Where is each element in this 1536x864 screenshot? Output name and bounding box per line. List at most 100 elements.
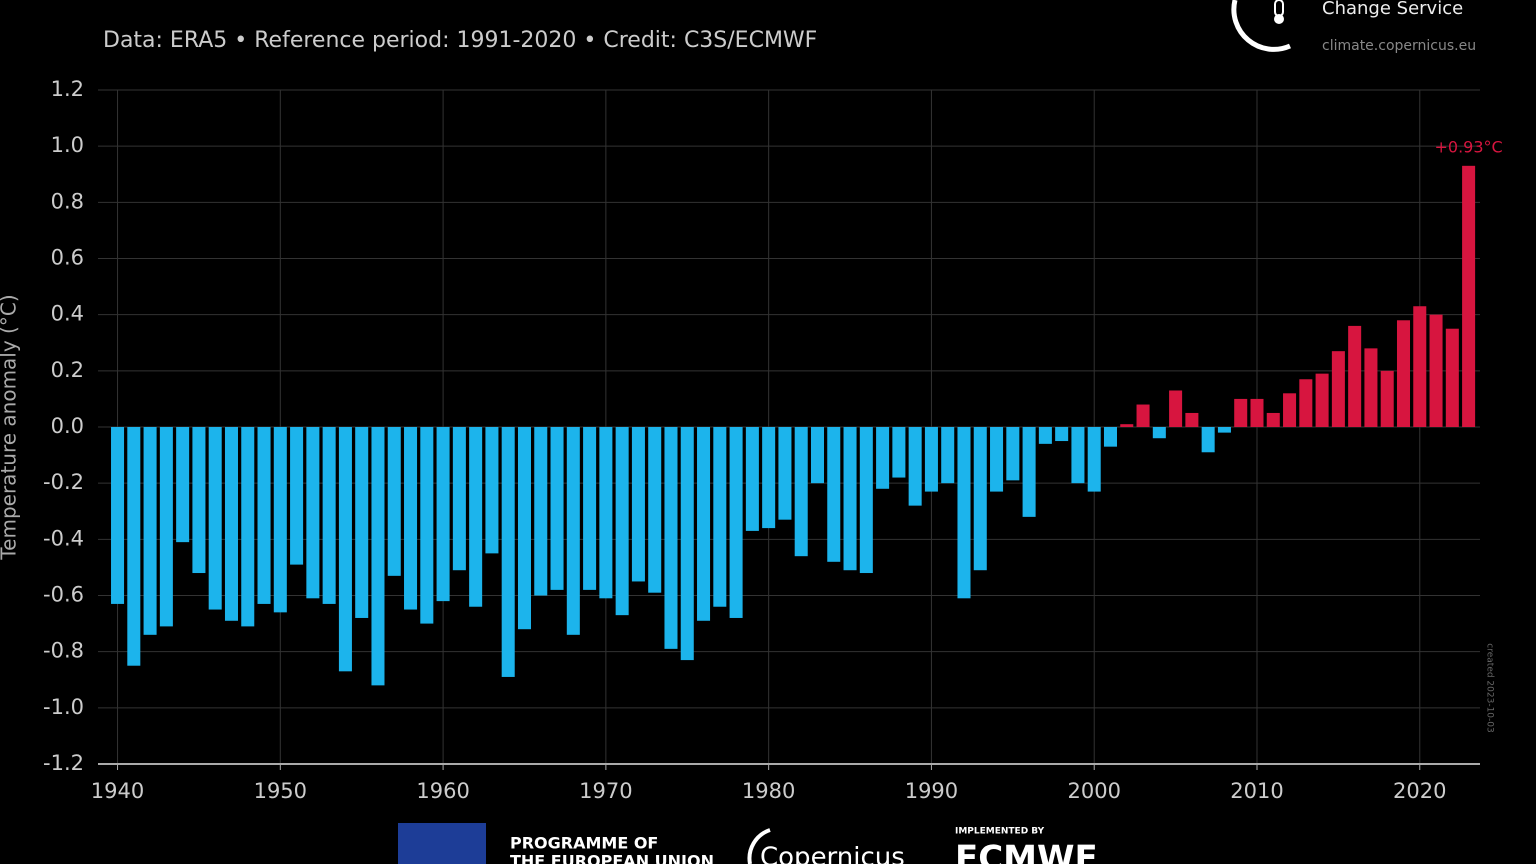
bar (631, 427, 645, 582)
bar (1038, 427, 1052, 444)
bar (290, 427, 304, 565)
bar (273, 427, 287, 613)
eu-flag (398, 823, 486, 864)
bar (1201, 427, 1215, 453)
bar (127, 427, 141, 666)
y-tick-label: -0.8 (43, 639, 84, 663)
bar (1234, 398, 1248, 427)
bar (1169, 390, 1183, 427)
bar (404, 427, 418, 610)
bar (176, 427, 190, 543)
x-tick-label: 2000 (1067, 779, 1120, 803)
logo-arc (1231, 0, 1292, 52)
bar (1462, 165, 1476, 427)
x-tick-label: 2020 (1393, 779, 1446, 803)
bar (1380, 370, 1394, 427)
y-tick-label: -1.0 (43, 695, 84, 719)
logo-bulb (1274, 14, 1284, 24)
bar (1087, 427, 1101, 492)
value-label: +0.93°C (1435, 137, 1503, 156)
y-tick-label: 1.2 (51, 77, 84, 101)
bar (941, 427, 955, 484)
bar (713, 427, 727, 607)
bar (908, 427, 922, 506)
y-tick-label: 0.4 (51, 302, 84, 326)
bar (517, 427, 531, 630)
bar (1364, 348, 1378, 427)
bar (859, 427, 873, 574)
bar (892, 427, 906, 478)
bar (745, 427, 759, 531)
bar (355, 427, 369, 618)
bar (257, 427, 271, 604)
bar (159, 427, 173, 627)
bar (192, 427, 206, 574)
bar (1396, 320, 1411, 427)
bar (827, 427, 841, 562)
bar (729, 427, 743, 618)
bar (1445, 328, 1459, 427)
bar (1152, 427, 1166, 439)
bar (1217, 427, 1231, 433)
y-tick-label: 1.0 (51, 133, 84, 157)
x-tick-label: 1980 (742, 779, 795, 803)
bar (534, 427, 548, 596)
bar (1331, 351, 1345, 427)
bar (1006, 427, 1020, 481)
bar (1266, 412, 1280, 427)
y-tick-label: 0.0 (51, 414, 84, 438)
logo-text: Change Service (1322, 0, 1463, 19)
bar (224, 427, 238, 621)
bar (843, 427, 857, 571)
bar (990, 427, 1004, 492)
bar (1315, 373, 1329, 427)
bar (778, 427, 792, 520)
bar (436, 427, 450, 602)
ecmwf-text: ECMWF (955, 839, 1098, 864)
bar (794, 427, 808, 557)
bar (1250, 398, 1264, 427)
bar (420, 427, 434, 624)
bar (550, 427, 564, 590)
x-tick-label: 2010 (1230, 779, 1283, 803)
bar (485, 427, 499, 554)
y-tick-label: -1.2 (43, 751, 84, 775)
bar (1136, 404, 1150, 427)
bar (241, 427, 255, 627)
bar (1022, 427, 1036, 517)
y-axis-label: Temperature anomaly (°C) (0, 294, 21, 560)
copernicus-arc (747, 828, 771, 864)
copernicus-text: Copernicus (760, 843, 905, 864)
x-tick-label: 1960 (416, 779, 469, 803)
bar (1185, 412, 1199, 427)
x-tick-label: 1940 (91, 779, 144, 803)
bar (762, 427, 776, 529)
implemented-by: IMPLEMENTED BY (955, 827, 1045, 837)
bar (306, 427, 320, 599)
bar (1071, 427, 1085, 484)
y-tick-label: -0.6 (43, 583, 84, 607)
y-tick-label: -0.4 (43, 526, 84, 550)
logo-url: climate.copernicus.eu (1322, 38, 1476, 54)
y-tick-label: -0.2 (43, 470, 84, 494)
bar (1120, 424, 1134, 427)
bar (111, 427, 125, 604)
x-tick-label: 1990 (905, 779, 958, 803)
x-tick-label: 1970 (579, 779, 632, 803)
bar (1103, 427, 1118, 447)
eu-text: PROGRAMME OF (510, 834, 658, 853)
bar (208, 427, 222, 610)
x-tick-label: 1950 (254, 779, 307, 803)
bar (1429, 314, 1443, 427)
y-tick-label: 0.6 (51, 246, 84, 270)
bar (143, 427, 157, 635)
bar (664, 427, 678, 649)
y-tick-label: 0.8 (51, 189, 84, 213)
eu-text: THE EUROPEAN UNION (510, 852, 714, 864)
bar (1413, 306, 1427, 427)
y-tick-label: 0.2 (51, 358, 84, 382)
bar (566, 427, 580, 635)
bar (599, 427, 613, 599)
bar (501, 427, 515, 677)
